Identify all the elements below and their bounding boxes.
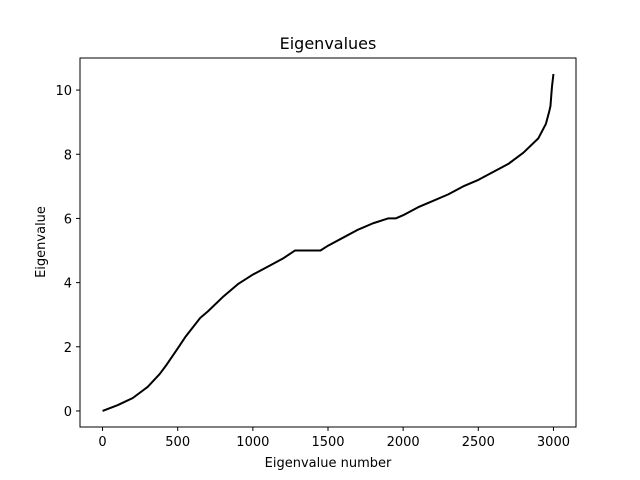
y-tick-label: 10 — [55, 84, 72, 99]
y-tick-label: 6 — [64, 212, 72, 227]
y-tick-label: 0 — [64, 405, 72, 420]
x-axis-label: Eigenvalue number — [265, 456, 392, 471]
chart-title: Eigenvalues — [280, 34, 377, 53]
y-tick-label: 8 — [64, 148, 72, 163]
y-axis-label: Eigenvalue — [34, 206, 49, 278]
x-tick-label: 0 — [98, 435, 106, 450]
y-tick-label: 2 — [64, 341, 72, 356]
y-tick-label: 4 — [64, 277, 72, 292]
x-tick-label: 1500 — [311, 435, 344, 450]
plot-frame — [79, 57, 577, 428]
x-tick-label: 2500 — [462, 435, 495, 450]
x-tick-label: 2000 — [387, 435, 420, 450]
x-tick-label: 1000 — [236, 435, 269, 450]
series-line-0 — [102, 73, 555, 412]
x-tick-label: 3000 — [537, 435, 570, 450]
x-tick-label: 500 — [165, 435, 190, 450]
